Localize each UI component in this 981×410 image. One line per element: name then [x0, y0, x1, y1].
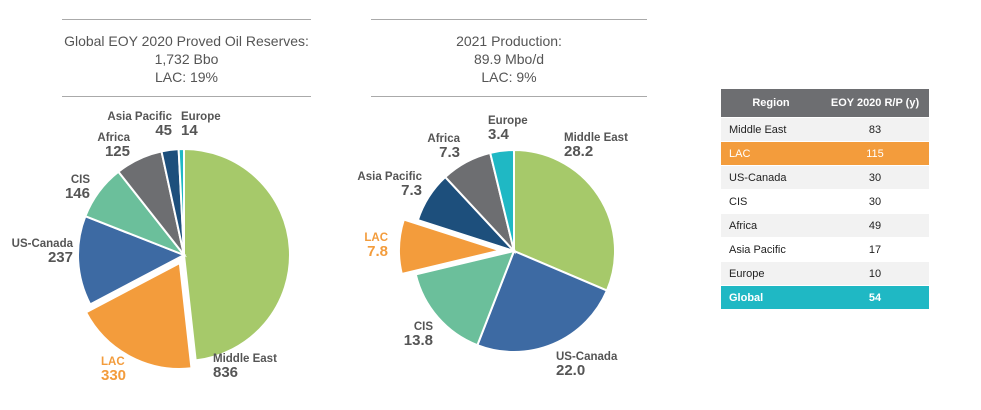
production-title-line-1: 2021 Production: [456, 33, 562, 49]
rp-cell-value: 10 [821, 261, 929, 286]
production-value-cis: 13.8 [404, 332, 433, 349]
rp-cell-value: 17 [821, 237, 929, 262]
reserves-title-line-1: Global EOY 2020 Proved Oil Reserves: [64, 33, 309, 49]
rp-cell-value: 83 [821, 117, 929, 142]
reserves-title-rule-bottom [62, 96, 311, 97]
rp-header-region: Region [721, 89, 821, 118]
rp-cell-value: 30 [821, 165, 929, 190]
rp-row-cis: CIS 30 [721, 189, 929, 214]
reserves-value-cis: 146 [65, 185, 90, 202]
rp-row-asia-pacific: Asia Pacific 17 [721, 237, 929, 262]
production-label-cis: CIS [414, 321, 434, 333]
reserves-value-africa: 125 [105, 143, 130, 160]
reserves-label-lac: LAC [101, 356, 125, 368]
production-label-africa: Africa [427, 133, 460, 145]
reserves-slice-us-canada [77, 214, 187, 306]
reserves-value-lac: 330 [101, 367, 126, 384]
production-label-lac: LAC [364, 232, 388, 244]
reserves-slice-lac [84, 261, 193, 370]
rp-cell-region: Asia Pacific [721, 237, 821, 262]
reserves-slice-europe [177, 147, 185, 256]
production-label-asia-pacific: Asia Pacific [357, 171, 422, 183]
rp-header-value: EOY 2020 R/P (y) [821, 89, 929, 118]
rp-cell-region: LAC [721, 141, 821, 166]
rp-cell-region: Middle East [721, 117, 821, 142]
rp-cell-value: 30 [821, 189, 929, 214]
production-value-asia-pacific: 7.3 [401, 182, 422, 199]
reserves-label-cis: CIS [71, 174, 91, 186]
reserves-title-rule [62, 19, 311, 20]
reserves-value-europe: 14 [181, 122, 198, 139]
reserves-slice-middle-east [183, 147, 291, 362]
reserves-label-asia-pacific: Asia Pacific [107, 111, 172, 123]
production-title-rule-bottom [371, 96, 647, 97]
reserves-label-europe: Europe [181, 111, 221, 123]
reserves-label-middle-east: Middle East [213, 353, 277, 365]
reserves-value-middle-east: 836 [213, 364, 238, 381]
reserves-value-asia-pacific: 45 [155, 122, 172, 139]
production-title-rule [371, 19, 647, 20]
rp-cell-region: CIS [721, 189, 821, 214]
reserves-label-africa: Africa [97, 132, 130, 144]
reserves-title-line-3: LAC: 19% [154, 69, 219, 85]
rp-row-middle-east: Middle East 83 [721, 117, 929, 142]
rp-table: Region EOY 2020 R/P (y) Middle East 83 L… [721, 89, 929, 309]
rp-row-africa: Africa 49 [721, 213, 929, 238]
production-title: 2021 Production: 89.9 Mbo/d LAC: 9% [371, 19, 647, 97]
production-pie: Middle East28.2US-Canada22.0CIS13.8LAC7.… [357, 115, 628, 379]
rp-cell-region: US-Canada [721, 165, 821, 190]
reserves-title: Global EOY 2020 Proved Oil Reserves: 1,7… [62, 19, 311, 97]
rp-row-us-canada: US-Canada 30 [721, 165, 929, 190]
rp-cell-value: 54 [821, 285, 929, 309]
production-slice-us-canada [476, 249, 609, 353]
rp-row-global: Global 54 [721, 285, 929, 309]
production-title-line-3: LAC: 9% [481, 69, 537, 85]
reserves-label-us-canada: US-Canada [12, 238, 74, 250]
rp-cell-region: Global [721, 285, 821, 309]
production-slice-lac [398, 218, 504, 276]
reserves-title-line-2: 1,732 Bbo [154, 51, 219, 67]
production-value-us-canada: 22.0 [556, 362, 585, 379]
production-label-us-canada: US-Canada [556, 351, 618, 363]
production-value-europe: 3.4 [488, 126, 510, 143]
production-label-europe: Europe [488, 115, 528, 127]
rp-row-lac: LAC 115 [721, 141, 929, 166]
rp-cell-region: Europe [721, 261, 821, 286]
rp-cell-region: Africa [721, 213, 821, 238]
rp-table-header: Region EOY 2020 R/P (y) [721, 89, 929, 118]
production-slice-europe [488, 148, 515, 252]
reserves-value-us-canada: 237 [48, 249, 73, 266]
rp-row-europe: Europe 10 [721, 261, 929, 286]
production-value-lac: 7.8 [367, 243, 388, 260]
rp-cell-value: 49 [821, 213, 929, 238]
production-slice-cis [414, 249, 516, 347]
production-title-line-2: 89.9 Mbo/d [473, 51, 545, 67]
production-value-africa: 7.3 [439, 144, 460, 161]
rp-cell-value: 115 [821, 141, 929, 166]
production-value-middle-east: 28.2 [564, 143, 593, 160]
production-label-middle-east: Middle East [564, 132, 628, 144]
production-slice-middle-east [513, 148, 616, 292]
